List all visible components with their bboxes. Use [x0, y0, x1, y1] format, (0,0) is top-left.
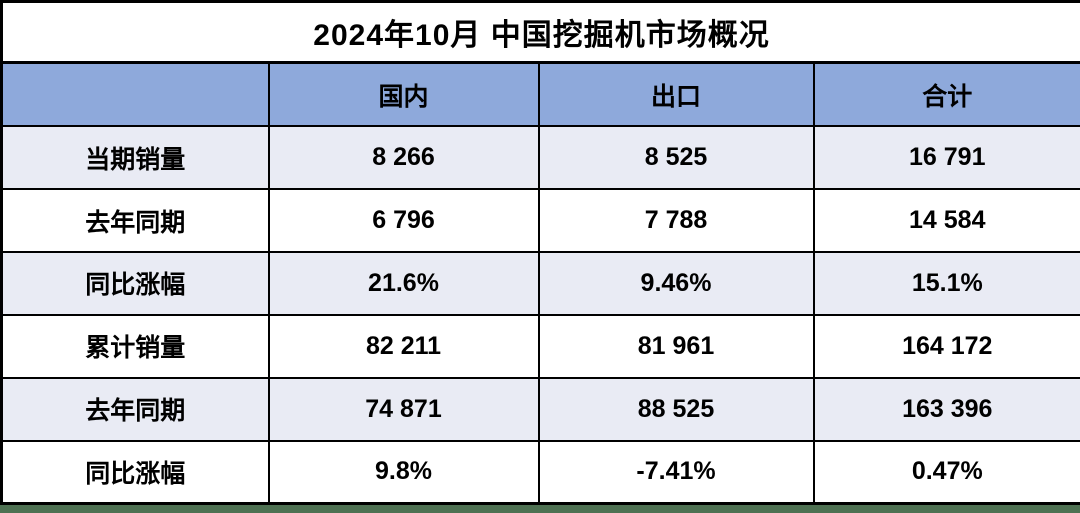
value-cell: -7.41%	[537, 439, 815, 505]
table-row-current-sales: 当期销量 8 266 8 525 16 791	[0, 125, 1080, 191]
col-header-blank	[0, 61, 270, 128]
value-cell: 82 211	[267, 313, 540, 379]
value-cell: 164 172	[812, 313, 1080, 379]
value-cell: 81 961	[537, 313, 815, 379]
table-row-cumulative-yoy-growth: 同比涨幅 9.8% -7.41% 0.47%	[0, 439, 1080, 505]
value-cell: 8 266	[267, 125, 540, 191]
col-header-domestic: 国内	[267, 61, 540, 128]
table-row-cumulative-sales: 累计销量 82 211 81 961 164 172	[0, 313, 1080, 379]
row-label: 去年同期	[0, 376, 270, 442]
value-cell: 15.1%	[812, 250, 1080, 316]
table-title-row: 2024年10月 中国挖掘机市场概况	[0, 0, 1080, 64]
row-label: 累计销量	[0, 313, 270, 379]
row-label: 当期销量	[0, 125, 270, 191]
value-cell: 9.8%	[267, 439, 540, 505]
row-label: 同比涨幅	[0, 250, 270, 316]
value-cell: 74 871	[267, 376, 540, 442]
bottom-green-strip	[0, 505, 1080, 513]
row-label: 同比涨幅	[0, 439, 270, 505]
value-cell: 0.47%	[812, 439, 1080, 505]
value-cell: 16 791	[812, 125, 1080, 191]
value-cell: 9.46%	[537, 250, 815, 316]
value-cell: 14 584	[812, 188, 1080, 253]
table-row-yoy-growth: 同比涨幅 21.6% 9.46% 15.1%	[0, 250, 1080, 316]
table-header-row: 国内 出口 合计	[0, 61, 1080, 128]
table-row-last-year-same-period: 去年同期 6 796 7 788 14 584	[0, 188, 1080, 253]
col-header-total: 合计	[812, 61, 1080, 128]
row-label: 去年同期	[0, 188, 270, 253]
value-cell: 6 796	[267, 188, 540, 253]
col-header-export: 出口	[537, 61, 815, 128]
value-cell: 163 396	[812, 376, 1080, 442]
value-cell: 21.6%	[267, 250, 540, 316]
value-cell: 8 525	[537, 125, 815, 191]
value-cell: 88 525	[537, 376, 815, 442]
page-title: 2024年10月 中国挖掘机市场概况	[0, 0, 1080, 64]
value-cell: 7 788	[537, 188, 815, 253]
table-row-cumulative-last-year: 去年同期 74 871 88 525 163 396	[0, 376, 1080, 442]
